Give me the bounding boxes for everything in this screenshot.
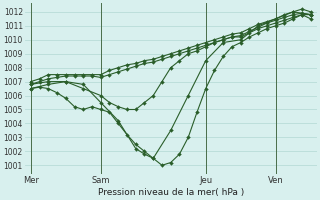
X-axis label: Pression niveau de la mer( hPa ): Pression niveau de la mer( hPa ) bbox=[98, 188, 244, 197]
